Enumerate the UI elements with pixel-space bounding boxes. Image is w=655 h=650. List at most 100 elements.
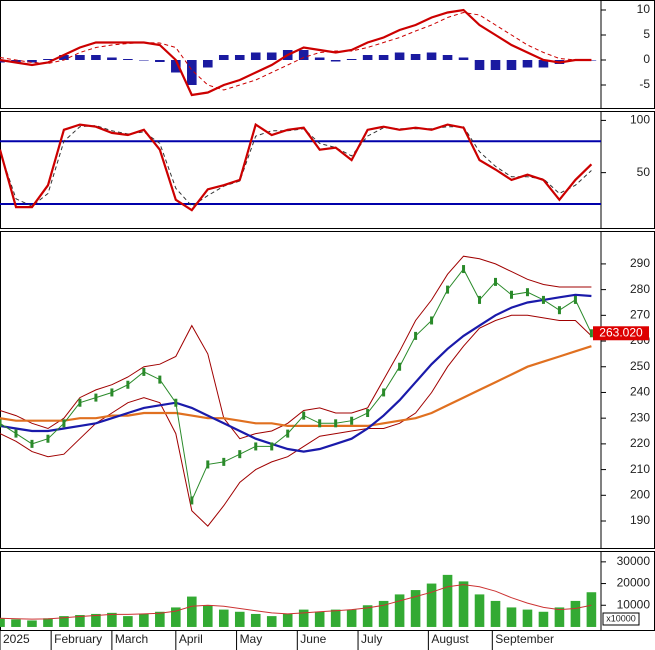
panel-frame (0, 111, 655, 229)
y-tick-label: 250 (630, 359, 650, 373)
bar (490, 600, 501, 627)
bar (474, 60, 485, 70)
y-tick-label: 10 (637, 2, 651, 16)
bar (139, 613, 149, 627)
bar (250, 52, 261, 60)
series-line (0, 584, 592, 620)
bar (282, 613, 293, 627)
price-marker (573, 295, 577, 304)
price-marker (126, 380, 130, 389)
x-tick-label: 2025 (3, 632, 30, 646)
price-marker (30, 439, 34, 448)
bar (155, 60, 165, 62)
x-tick-label: March (115, 632, 148, 646)
price-marker (525, 288, 529, 297)
bar (107, 57, 117, 60)
price-marker (334, 419, 338, 428)
bar (298, 50, 309, 60)
bar (442, 55, 453, 60)
price-marker (190, 496, 194, 505)
price-marker (206, 460, 210, 469)
price-marker (0, 419, 2, 428)
y-tick-label: 10000 (617, 597, 651, 611)
bar (155, 611, 165, 627)
bar (59, 55, 69, 60)
price-marker (302, 411, 306, 420)
unit-box (602, 612, 640, 626)
bar (410, 590, 421, 627)
price-marker (222, 457, 226, 466)
y-tick-label: 200 (630, 487, 650, 501)
bar (426, 52, 437, 60)
bar (538, 611, 549, 627)
y-tick-label: 280 (630, 282, 650, 296)
bar (234, 611, 245, 627)
price-marker (46, 434, 50, 443)
bar (202, 605, 213, 627)
bar (490, 60, 501, 70)
price-marker (414, 331, 418, 340)
bar (314, 57, 325, 60)
bar (171, 607, 181, 627)
series-line (0, 268, 592, 503)
y-tick-label: 0 (643, 52, 650, 66)
panel-frame (0, 231, 655, 549)
bar (43, 618, 53, 627)
bar (171, 60, 181, 73)
price-marker (318, 419, 322, 428)
price-marker (366, 409, 370, 418)
bar (218, 609, 229, 627)
bar (314, 611, 325, 627)
bar (43, 59, 53, 60)
bar (362, 55, 373, 60)
price-marker (174, 398, 178, 407)
y-tick-label: 5 (643, 27, 650, 41)
bar (27, 60, 37, 63)
bar (506, 60, 517, 70)
price-marker (350, 416, 354, 425)
bar (442, 574, 453, 627)
bar (586, 60, 597, 61)
bar (107, 612, 117, 627)
price-marker (270, 442, 274, 451)
price-marker (382, 388, 386, 397)
y-tick-label: -5 (639, 77, 650, 91)
price-marker (446, 285, 450, 294)
price-marker (509, 290, 513, 299)
bar (346, 609, 357, 627)
last-price-box (593, 326, 649, 341)
bar (298, 609, 309, 627)
series-line (0, 255, 592, 440)
bar (378, 600, 389, 627)
price-marker (110, 388, 114, 397)
bar (378, 55, 389, 60)
bar (426, 583, 437, 627)
bar (11, 60, 21, 63)
y-tick-label: 100 (630, 113, 650, 127)
unit-label: x10000 (606, 613, 636, 623)
bar (139, 60, 149, 61)
bar (266, 616, 277, 627)
series-line (0, 314, 592, 527)
y-tick-label: 230 (630, 410, 650, 424)
bar (554, 607, 565, 627)
x-tick-label: June (300, 632, 326, 646)
bar (75, 615, 85, 627)
series-line (0, 125, 592, 207)
bar (91, 55, 101, 60)
price-marker (398, 362, 402, 371)
y-tick-label: 220 (630, 436, 650, 450)
bar (202, 60, 213, 68)
x-tick-label: April (179, 632, 203, 646)
x-tick-label: May (240, 632, 263, 646)
bar (394, 594, 405, 627)
bar (27, 620, 37, 627)
bar (506, 607, 517, 627)
bar (570, 600, 581, 627)
bar (91, 613, 101, 627)
price-marker (14, 429, 18, 438)
bar (234, 55, 245, 60)
y-tick-label: 290 (630, 256, 650, 270)
bar (458, 581, 469, 627)
